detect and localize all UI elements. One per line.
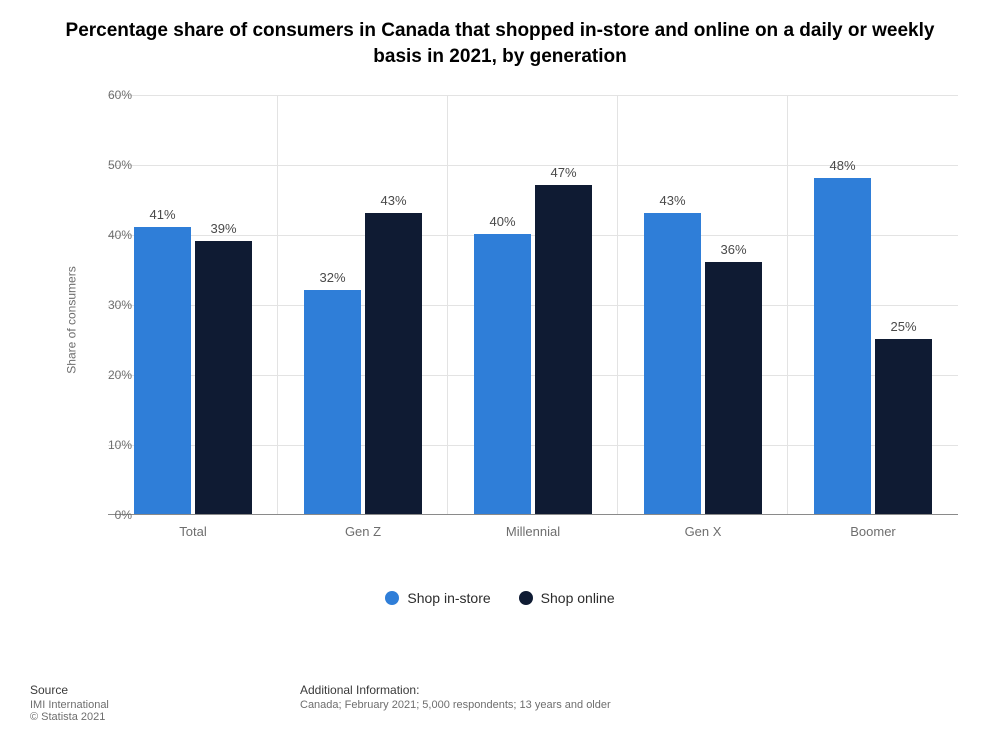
bar: 48% <box>814 178 871 514</box>
legend-item: Shop in-store <box>385 590 490 606</box>
source-line-2: © Statista 2021 <box>30 711 300 723</box>
legend-dot-icon <box>385 591 399 605</box>
bar-value-label: 43% <box>644 193 701 208</box>
additional-heading: Additional Information: <box>300 683 611 697</box>
footer-additional: Additional Information: Canada; February… <box>300 683 611 711</box>
bar-group: 43%36%Gen X <box>618 95 788 514</box>
bar: 36% <box>705 262 762 514</box>
bar-value-label: 39% <box>195 221 252 236</box>
source-line-1: IMI International <box>30 699 300 711</box>
chart-title: Percentage share of consumers in Canada … <box>0 0 1000 79</box>
bar: 32% <box>304 290 361 514</box>
bar: 43% <box>644 213 701 514</box>
x-tick-label: Boomer <box>788 514 958 539</box>
bar-group: 32%43%Gen Z <box>278 95 448 514</box>
legend-label: Shop online <box>541 590 615 606</box>
bar-value-label: 41% <box>134 207 191 222</box>
source-heading: Source <box>30 683 300 697</box>
x-tick-label: Total <box>108 514 278 539</box>
bar-value-label: 47% <box>535 165 592 180</box>
bar-value-label: 40% <box>474 214 531 229</box>
legend-dot-icon <box>519 591 533 605</box>
footer-source: Source IMI International © Statista 2021 <box>30 683 300 723</box>
y-axis-label: Share of consumers <box>65 266 79 373</box>
additional-text: Canada; February 2021; 5,000 respondents… <box>300 699 611 711</box>
bar-value-label: 48% <box>814 158 871 173</box>
bar: 41% <box>134 227 191 514</box>
legend-item: Shop online <box>519 590 615 606</box>
plot-wrap: Share of consumers 0%10%20%30%40%50%60%4… <box>78 95 958 545</box>
bar-group: 48%25%Boomer <box>788 95 958 514</box>
bar: 47% <box>535 185 592 514</box>
bar-group: 41%39%Total <box>108 95 278 514</box>
bar-value-label: 43% <box>365 193 422 208</box>
x-tick-label: Millennial <box>448 514 618 539</box>
x-tick-label: Gen X <box>618 514 788 539</box>
bar: 39% <box>195 241 252 514</box>
x-tick-label: Gen Z <box>278 514 448 539</box>
bar: 43% <box>365 213 422 514</box>
bar: 40% <box>474 234 531 514</box>
bar-group: 40%47%Millennial <box>448 95 618 514</box>
bar: 25% <box>875 339 932 514</box>
bar-value-label: 25% <box>875 319 932 334</box>
legend: Shop in-store Shop online <box>0 590 1000 610</box>
legend-label: Shop in-store <box>407 590 490 606</box>
footer: Source IMI International © Statista 2021… <box>30 683 970 723</box>
plot-area: 0%10%20%30%40%50%60%41%39%Total32%43%Gen… <box>108 95 958 515</box>
bar-value-label: 36% <box>705 242 762 257</box>
bar-value-label: 32% <box>304 270 361 285</box>
